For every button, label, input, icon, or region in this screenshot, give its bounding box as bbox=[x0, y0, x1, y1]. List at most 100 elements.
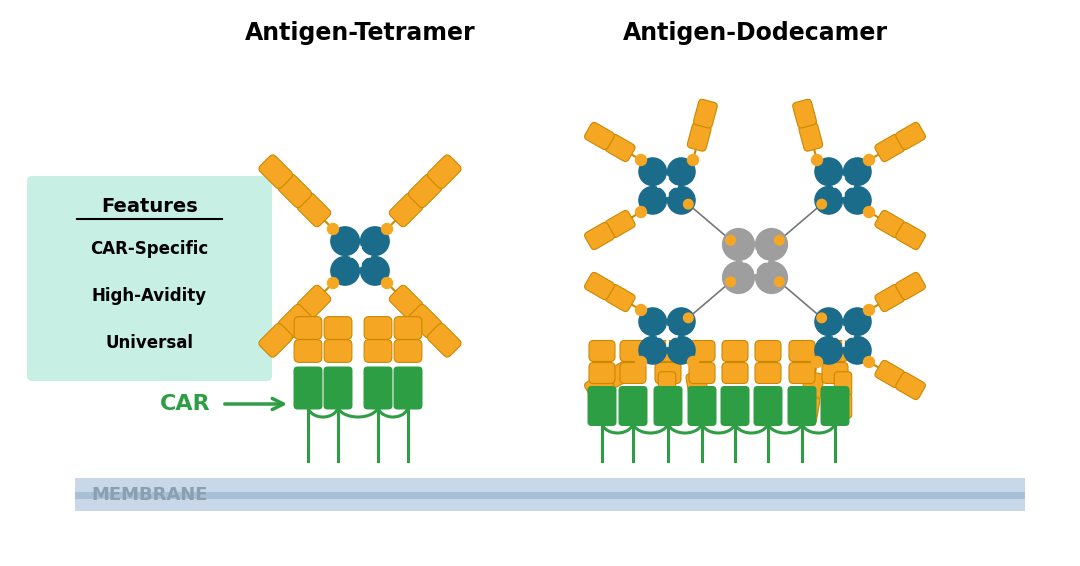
FancyBboxPatch shape bbox=[589, 362, 615, 384]
Circle shape bbox=[635, 357, 647, 367]
FancyBboxPatch shape bbox=[620, 341, 646, 362]
Circle shape bbox=[864, 357, 875, 367]
FancyBboxPatch shape bbox=[689, 362, 715, 384]
FancyBboxPatch shape bbox=[658, 372, 676, 396]
FancyBboxPatch shape bbox=[793, 99, 816, 128]
FancyBboxPatch shape bbox=[278, 174, 312, 208]
FancyBboxPatch shape bbox=[723, 362, 748, 384]
Circle shape bbox=[774, 277, 784, 286]
FancyBboxPatch shape bbox=[389, 285, 423, 319]
Circle shape bbox=[684, 199, 693, 209]
FancyBboxPatch shape bbox=[754, 386, 783, 426]
FancyBboxPatch shape bbox=[408, 174, 442, 208]
FancyBboxPatch shape bbox=[364, 340, 392, 362]
Circle shape bbox=[381, 277, 392, 289]
FancyBboxPatch shape bbox=[822, 341, 848, 362]
FancyBboxPatch shape bbox=[875, 361, 905, 388]
Circle shape bbox=[815, 337, 842, 364]
FancyBboxPatch shape bbox=[821, 386, 850, 426]
FancyBboxPatch shape bbox=[294, 367, 323, 409]
FancyBboxPatch shape bbox=[687, 122, 711, 151]
FancyBboxPatch shape bbox=[895, 272, 926, 299]
Circle shape bbox=[723, 229, 755, 260]
Circle shape bbox=[811, 155, 823, 165]
FancyBboxPatch shape bbox=[789, 341, 815, 362]
FancyBboxPatch shape bbox=[408, 305, 442, 338]
FancyBboxPatch shape bbox=[755, 362, 781, 384]
FancyBboxPatch shape bbox=[875, 134, 905, 161]
FancyBboxPatch shape bbox=[801, 372, 824, 400]
FancyBboxPatch shape bbox=[789, 362, 815, 384]
FancyBboxPatch shape bbox=[834, 372, 852, 396]
FancyBboxPatch shape bbox=[297, 285, 330, 319]
FancyBboxPatch shape bbox=[797, 395, 820, 423]
FancyBboxPatch shape bbox=[294, 316, 322, 340]
FancyBboxPatch shape bbox=[688, 386, 716, 426]
Bar bbox=[75, 492, 1025, 499]
Circle shape bbox=[816, 313, 826, 323]
FancyBboxPatch shape bbox=[389, 193, 423, 227]
Text: High-Avidity: High-Avidity bbox=[92, 287, 207, 305]
Circle shape bbox=[864, 305, 875, 315]
Circle shape bbox=[864, 207, 875, 217]
FancyBboxPatch shape bbox=[324, 340, 352, 362]
Circle shape bbox=[639, 187, 666, 214]
Bar bbox=[75, 478, 1025, 511]
Circle shape bbox=[381, 224, 392, 234]
FancyBboxPatch shape bbox=[393, 367, 422, 409]
FancyBboxPatch shape bbox=[895, 122, 926, 149]
FancyBboxPatch shape bbox=[584, 272, 615, 299]
FancyBboxPatch shape bbox=[690, 395, 713, 423]
Circle shape bbox=[635, 207, 647, 217]
FancyBboxPatch shape bbox=[606, 284, 635, 312]
FancyBboxPatch shape bbox=[654, 341, 681, 362]
Circle shape bbox=[639, 308, 666, 336]
FancyBboxPatch shape bbox=[584, 222, 615, 250]
FancyBboxPatch shape bbox=[895, 372, 926, 400]
Circle shape bbox=[688, 357, 699, 367]
FancyBboxPatch shape bbox=[619, 386, 648, 426]
Circle shape bbox=[723, 261, 755, 293]
Circle shape bbox=[667, 187, 696, 214]
FancyBboxPatch shape bbox=[259, 155, 293, 188]
FancyBboxPatch shape bbox=[278, 305, 312, 338]
FancyBboxPatch shape bbox=[606, 361, 635, 388]
Text: MEMBRANE: MEMBRANE bbox=[92, 486, 208, 504]
Text: Antigen-Tetramer: Antigen-Tetramer bbox=[245, 21, 475, 45]
FancyBboxPatch shape bbox=[324, 367, 352, 409]
Circle shape bbox=[688, 155, 699, 165]
FancyBboxPatch shape bbox=[658, 394, 676, 418]
Circle shape bbox=[635, 305, 647, 315]
Circle shape bbox=[327, 277, 338, 289]
Circle shape bbox=[816, 199, 826, 209]
Circle shape bbox=[726, 277, 735, 286]
Circle shape bbox=[361, 227, 389, 255]
Circle shape bbox=[811, 357, 823, 367]
Circle shape bbox=[667, 158, 696, 186]
FancyBboxPatch shape bbox=[895, 222, 926, 250]
FancyBboxPatch shape bbox=[693, 99, 717, 128]
FancyBboxPatch shape bbox=[584, 372, 615, 400]
FancyBboxPatch shape bbox=[589, 341, 615, 362]
FancyBboxPatch shape bbox=[654, 362, 681, 384]
FancyBboxPatch shape bbox=[294, 340, 322, 362]
FancyBboxPatch shape bbox=[686, 372, 708, 400]
FancyBboxPatch shape bbox=[799, 122, 823, 151]
Circle shape bbox=[843, 158, 872, 186]
Circle shape bbox=[639, 337, 666, 364]
FancyBboxPatch shape bbox=[364, 367, 392, 409]
FancyBboxPatch shape bbox=[787, 386, 816, 426]
FancyBboxPatch shape bbox=[27, 176, 272, 381]
Circle shape bbox=[756, 229, 787, 260]
FancyBboxPatch shape bbox=[297, 193, 330, 227]
FancyBboxPatch shape bbox=[822, 362, 848, 384]
FancyBboxPatch shape bbox=[689, 341, 715, 362]
Circle shape bbox=[684, 313, 693, 323]
FancyBboxPatch shape bbox=[394, 340, 422, 362]
Circle shape bbox=[330, 227, 360, 255]
Circle shape bbox=[667, 337, 696, 364]
FancyBboxPatch shape bbox=[653, 386, 683, 426]
Circle shape bbox=[361, 256, 389, 285]
FancyBboxPatch shape bbox=[755, 341, 781, 362]
Circle shape bbox=[639, 158, 666, 186]
